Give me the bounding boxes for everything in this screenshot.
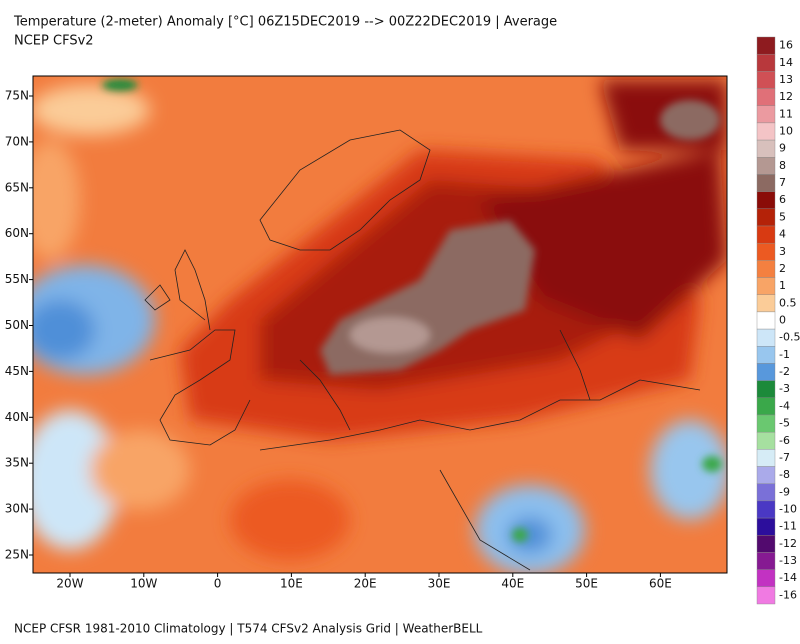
colorbar-label: 11 [779,107,793,120]
colorbar-swatch [756,449,776,467]
colorbar-label: 13 [779,73,793,86]
colorbar-swatch [756,363,776,381]
lon-label: 0 [214,577,222,591]
colorbar-label: -13 [779,554,797,567]
coastlines [144,129,701,571]
lon-label: 40E [501,577,524,591]
colorbar-label: -7 [779,451,790,464]
colorbar-label: 8 [779,159,786,172]
colorbar-swatch [756,174,776,192]
colorbar-swatch [756,535,776,553]
colorbar-swatch [756,36,776,55]
lat-label: 35N [5,456,29,470]
colorbar-label: -9 [779,485,790,498]
colorbar-label: 9 [779,142,786,155]
colorbar-swatch [756,517,776,536]
colorbar-swatch [756,105,776,124]
colorbar-label: 7 [779,176,786,189]
subtitle: NCEP CFSv2 [14,34,94,49]
lon-label: 30E [428,577,451,591]
colorbar-swatch [756,71,776,89]
lon-label: 50E [575,577,598,591]
colorbar-swatch [756,431,776,450]
colorbar-swatch [756,191,776,210]
lat-label: 30N [5,502,29,516]
lon-label: 10W [130,577,157,591]
colorbar-swatch [756,294,776,313]
colorbar-swatch [756,53,776,72]
colorbar-label: -2 [779,365,790,378]
colorbar-label: -16 [779,588,797,601]
colorbar-label: 4 [779,228,786,241]
colorbar-swatch [756,328,776,347]
colorbar-label: 0 [779,314,786,327]
lat-label: 40N [5,410,29,424]
footer: NCEP CFSR 1981-2010 Climatology | T574 C… [14,622,483,636]
colorbar-swatch [756,380,776,399]
colorbar-label: 16 [779,39,793,52]
colorbar-swatch [756,466,776,484]
colorbar-label: 3 [779,245,786,258]
lat-label: 75N [5,89,29,103]
colorbar-swatch [756,569,776,588]
lat-label: 60N [5,226,29,240]
colorbar-swatch [756,122,776,141]
colorbar-label: -6 [779,434,790,447]
lat-label: 65N [5,180,29,194]
colorbar-swatch [756,88,776,106]
colorbar-label: -3 [779,382,790,395]
colorbar-swatch [756,139,776,158]
colorbar-swatch [756,277,776,295]
lat-label: 55N [5,272,29,286]
lon-label: 20E [354,577,377,591]
colorbar-label: -10 [779,503,797,516]
map-field [33,76,727,573]
colorbar-label: -4 [779,399,790,412]
colorbar-label: 0.5 [779,296,797,309]
colorbar-label: -0.5 [779,331,800,344]
colorbar-swatch [756,157,776,175]
colorbar-label: 6 [779,193,786,206]
colorbar-swatch [756,586,776,605]
colorbar-swatch [756,414,776,433]
colorbar-swatch [756,346,776,364]
colorbar-label: -11 [779,520,797,533]
colorbar-swatch [756,500,776,519]
colorbar-label: 1 [779,279,786,292]
colorbar-label: -1 [779,348,790,361]
colorbar-swatch [756,225,776,244]
lon-label: 60E [649,577,672,591]
lon-label: 10E [280,577,303,591]
colorbar-label: -12 [779,537,797,550]
colorbar-swatch [756,397,776,416]
colorbar-swatch [756,208,776,227]
lat-label: 50N [5,318,29,332]
title: Temperature (2-meter) Anomaly [°C] 06Z15… [13,15,557,30]
colorbar-label: 2 [779,262,786,275]
colorbar-swatch [756,483,776,502]
colorbar-swatch [756,311,776,330]
colorbar-label: 14 [779,56,793,69]
colorbar-swatch [756,552,776,570]
colorbar-label: -14 [779,571,797,584]
lon-label: 20W [56,577,83,591]
colorbar-label: 10 [779,125,793,138]
lat-label: 25N [5,548,29,562]
colorbar-swatch [756,260,776,278]
colorbar-swatch [756,242,776,261]
map-frame [32,75,728,574]
colorbar-label: -8 [779,468,790,481]
colorbar-label: 12 [779,90,793,103]
colorbar-label: -5 [779,417,790,430]
lat-label: 45N [5,364,29,378]
colorbar-label: 5 [779,210,786,223]
lat-label: 70N [5,134,29,148]
